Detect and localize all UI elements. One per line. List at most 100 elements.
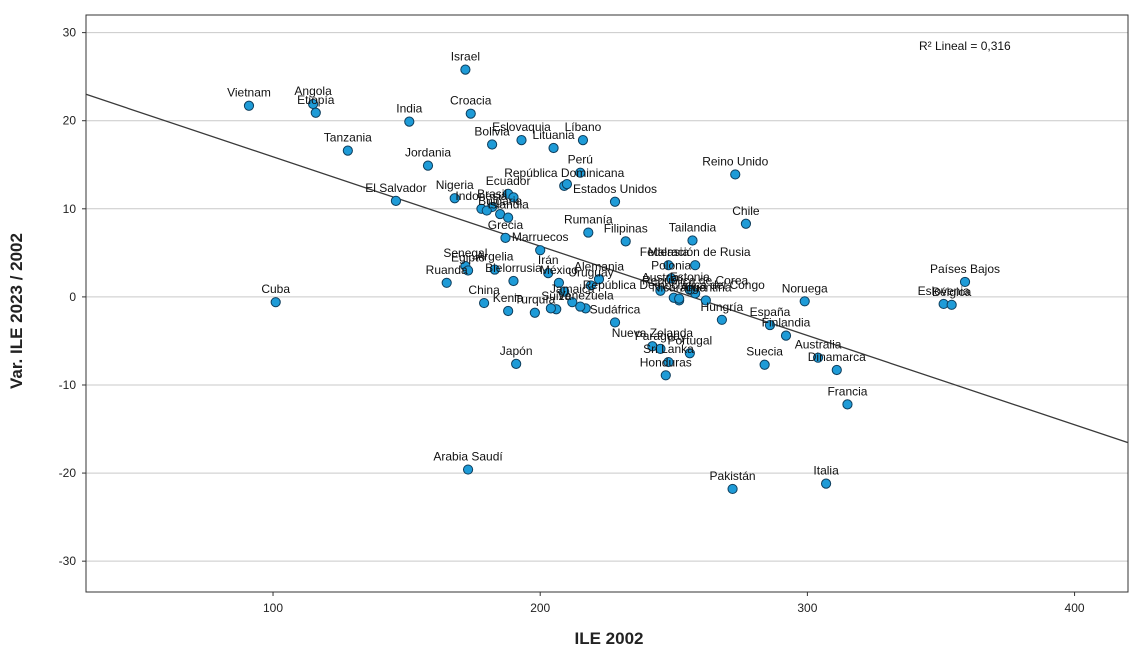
- gridlines: [86, 32, 1128, 562]
- data-point: [548, 142, 559, 154]
- data-point: [529, 307, 540, 318]
- x-tick-label: 200: [530, 601, 550, 615]
- point-label: Rumanía: [564, 213, 613, 227]
- point-label: Perú: [568, 153, 593, 167]
- data-point: [545, 303, 556, 314]
- point-label: Pakistán: [710, 469, 756, 483]
- point-label: Nigeria: [436, 178, 474, 192]
- x-tick-label: 400: [1065, 601, 1085, 615]
- data-point: [780, 330, 792, 341]
- data-point: [535, 245, 546, 256]
- y-axis-title: Var. ILE 2023 / 2002: [7, 233, 26, 389]
- point-label: Kenia: [493, 291, 524, 305]
- point-label: Egipto: [451, 250, 485, 264]
- data-point: [593, 274, 605, 285]
- point-label: Nueva Zelanda: [612, 326, 694, 340]
- point-label: Chile: [732, 204, 760, 218]
- data-point: [390, 195, 402, 206]
- data-point: [831, 364, 842, 376]
- point-label: Tanzania: [324, 131, 372, 145]
- data-point: [799, 296, 810, 307]
- data-point: [449, 193, 460, 204]
- data-point: [503, 212, 514, 223]
- data-point: [585, 280, 597, 291]
- point-label: Japón: [500, 344, 533, 358]
- data-point: [342, 145, 353, 156]
- data-point: [561, 179, 573, 190]
- data-point: [489, 264, 500, 275]
- data-point: [690, 260, 701, 271]
- point-label: Suecia: [746, 345, 783, 359]
- y-tick-label: 10: [63, 202, 77, 216]
- point-label: Polonia: [651, 258, 691, 272]
- data-point: [666, 273, 677, 284]
- data-point: [687, 235, 698, 246]
- point-label: Tailandia: [669, 221, 717, 235]
- point-label: Australia: [795, 338, 842, 352]
- point-label: México: [540, 263, 578, 277]
- point-label: Portugal: [667, 333, 712, 347]
- regression-line: [85, 93, 1129, 444]
- data-point: [764, 319, 776, 331]
- data-point: [727, 483, 738, 495]
- data-point: [740, 218, 752, 229]
- point-label: República de Corea: [642, 273, 748, 287]
- data-point: [462, 265, 474, 276]
- point-label: Etiopía: [297, 93, 335, 107]
- point-label: Ruanda: [426, 263, 468, 277]
- point-label: Noruega: [782, 281, 828, 295]
- data-point: [575, 301, 586, 312]
- point-label: El Salvador: [365, 181, 426, 195]
- point-label: República Democrática del Congo: [583, 278, 765, 292]
- point-label: Bélgica: [932, 285, 972, 299]
- data-point: [684, 348, 695, 359]
- data-point: [959, 276, 971, 288]
- point-label: Cuba: [261, 282, 290, 296]
- data-point: [609, 196, 621, 207]
- data-point: [508, 275, 519, 287]
- data-point: [543, 268, 554, 279]
- point-label: Estados Unidos: [573, 182, 657, 196]
- point-label: Países Bajos: [930, 262, 1000, 276]
- data-point: [478, 297, 490, 309]
- point-label: Argentina: [680, 280, 732, 294]
- plot-frame: [85, 14, 1129, 593]
- r2-annotation: R² Lineal = 0,316: [919, 39, 1011, 53]
- point-label: Croacia: [450, 94, 492, 108]
- data-point: [660, 370, 671, 381]
- data-point: [503, 305, 514, 317]
- point-label: Jordania: [405, 146, 451, 160]
- point-label: Italia: [813, 464, 839, 478]
- x-tick-label: 100: [263, 601, 283, 615]
- point-label: Grecia: [488, 218, 524, 232]
- y-axis-ticks: 30 20 10 0 -10 -20 -30: [59, 26, 86, 568]
- point-label: Suiza: [541, 289, 571, 303]
- data-point: [511, 358, 522, 369]
- point-label: Francia: [827, 384, 867, 398]
- point-label: India: [396, 102, 422, 116]
- point-label: Turquía: [514, 293, 555, 307]
- data-point: [674, 293, 685, 304]
- point-label: Bielorrusia: [485, 261, 542, 275]
- data-point: [620, 236, 631, 247]
- point-label: Angola: [294, 84, 332, 98]
- data-point: [508, 192, 519, 203]
- data-point: [583, 227, 594, 238]
- point-label: Bolivia: [474, 124, 510, 138]
- point-label: Ecuador: [486, 174, 531, 188]
- data-point: [553, 277, 565, 288]
- point-label: Sri Lanka: [643, 342, 694, 356]
- point-label: Vietnam: [227, 86, 271, 100]
- data-point: [487, 139, 498, 150]
- point-label: España: [750, 305, 791, 319]
- data-point: [462, 464, 474, 475]
- data-point: [404, 116, 415, 127]
- data-point: [577, 134, 589, 146]
- data-point: [716, 314, 727, 325]
- point-label: Federación de Rusia: [640, 245, 751, 259]
- point-label: Israel: [451, 50, 480, 64]
- data-point: [609, 317, 621, 328]
- point-label: Arabia Saudí: [433, 450, 503, 464]
- point-label: Malasia: [648, 245, 690, 259]
